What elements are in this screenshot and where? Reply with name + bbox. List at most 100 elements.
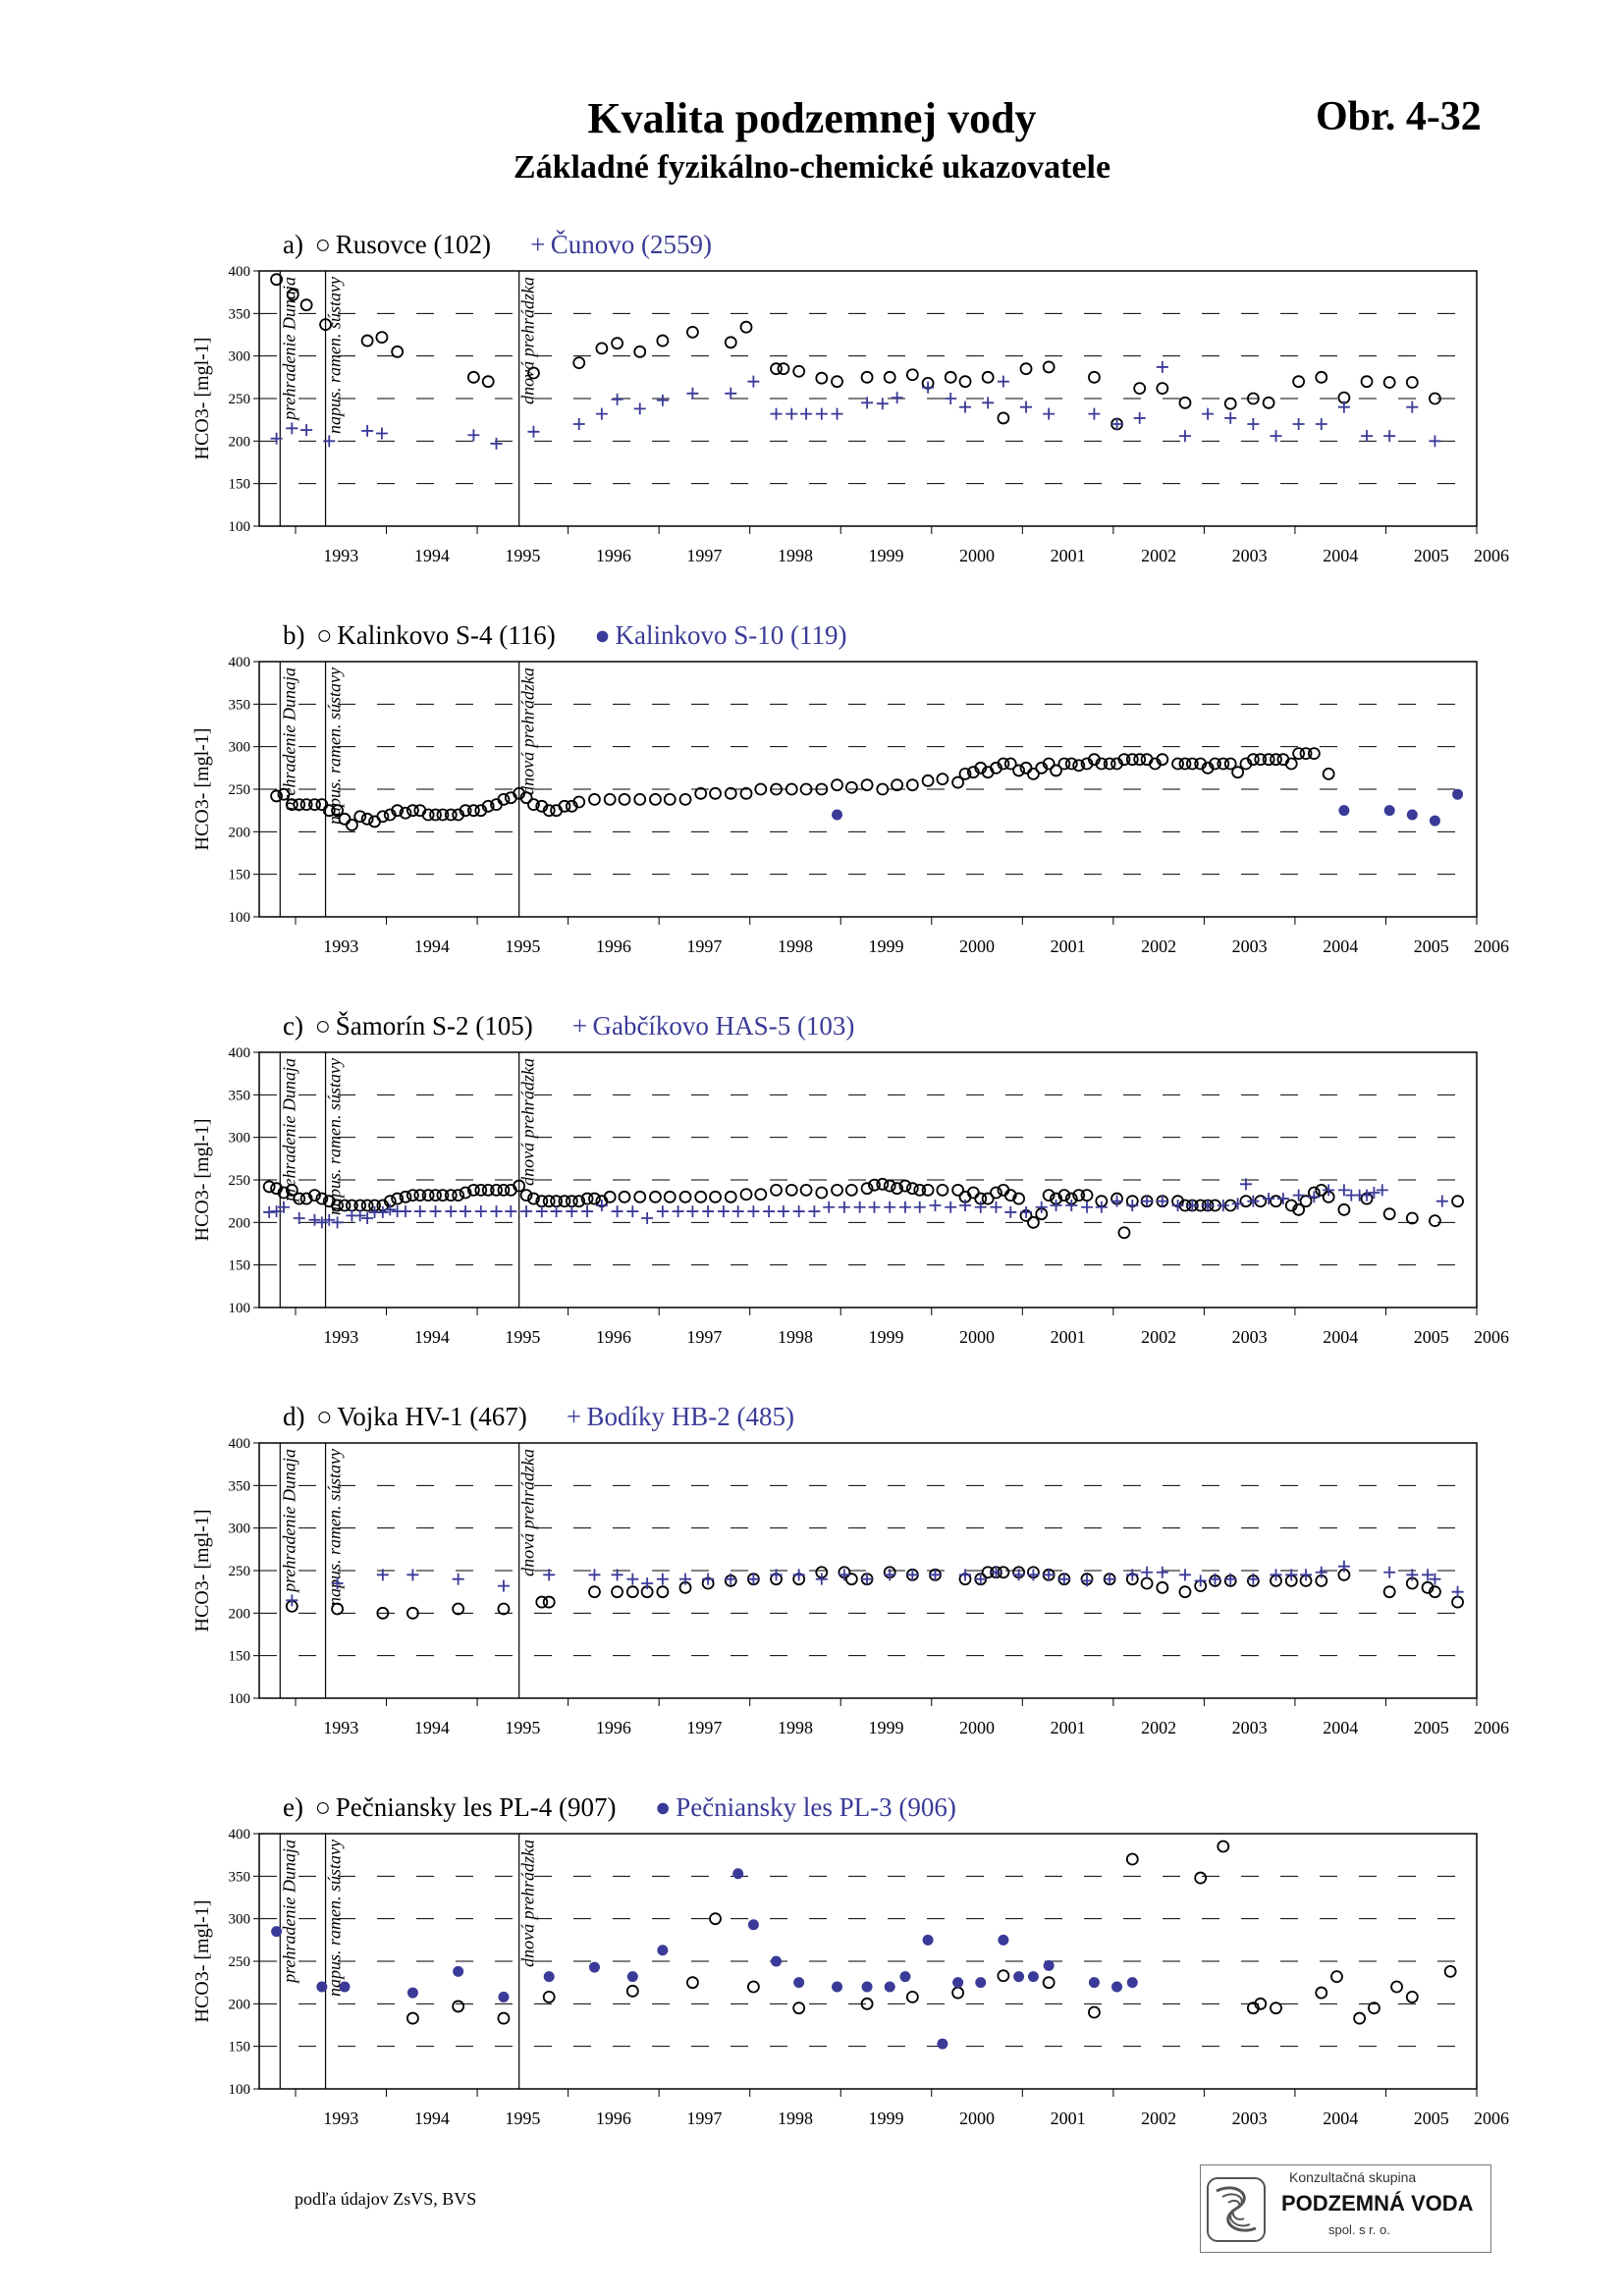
data-point bbox=[452, 1189, 465, 1202]
data-point bbox=[905, 1990, 919, 2003]
data-point bbox=[286, 1594, 298, 1607]
data-point bbox=[1452, 788, 1464, 800]
chart-legend: d) ○ Vojka HV-1 (467) + Bodíky HB-2 (485) bbox=[283, 1402, 794, 1432]
x-tick-label: 2002 bbox=[1141, 936, 1176, 956]
data-point bbox=[467, 429, 480, 442]
data-point bbox=[1429, 392, 1441, 405]
data-point bbox=[1435, 1195, 1448, 1207]
data-point bbox=[444, 1189, 458, 1202]
event-label: prehradenie Dunaja bbox=[279, 1058, 298, 1203]
data-point bbox=[1231, 766, 1245, 779]
x-tick-label: 1999 bbox=[869, 2109, 904, 2128]
data-point bbox=[1422, 1569, 1435, 1581]
data-point bbox=[725, 1573, 737, 1585]
event-label: dnová prehrádzka bbox=[518, 1840, 538, 1967]
data-point bbox=[1262, 396, 1275, 409]
x-tick-label: 2006 bbox=[1474, 1327, 1509, 1347]
data-point bbox=[990, 1186, 1002, 1200]
data-point bbox=[1171, 757, 1184, 771]
data-point bbox=[293, 1192, 306, 1205]
data-point bbox=[1239, 1178, 1252, 1191]
event-label: dnová prehrádzka bbox=[518, 277, 538, 404]
data-point bbox=[1081, 1575, 1094, 1587]
data-point bbox=[406, 1606, 419, 1620]
data-point bbox=[702, 1205, 715, 1218]
data-point bbox=[1110, 1195, 1123, 1207]
panel-label: b) bbox=[283, 620, 305, 650]
x-tick-label: 2005 bbox=[1414, 1327, 1449, 1347]
data-point bbox=[1315, 1566, 1327, 1578]
chart-panel-b: b) ○ Kalinkovo S-4 (116) ● Kalinkovo S-10 … bbox=[0, 620, 1624, 1013]
x-tick-label: 2001 bbox=[1051, 546, 1086, 565]
data-point bbox=[945, 393, 957, 404]
data-point bbox=[1315, 418, 1327, 430]
data-point bbox=[921, 774, 935, 787]
data-point bbox=[1247, 1195, 1260, 1207]
data-point bbox=[1338, 805, 1350, 817]
data-point bbox=[1133, 411, 1146, 424]
data-point bbox=[1308, 1191, 1321, 1203]
data-point bbox=[951, 775, 965, 789]
data-point bbox=[981, 1192, 995, 1205]
x-tick-label: 1999 bbox=[869, 546, 904, 565]
event-label: napus. ramen. sústavy bbox=[325, 667, 345, 825]
x-tick-label: 2003 bbox=[1232, 1718, 1268, 1737]
data-point bbox=[860, 370, 874, 384]
data-point bbox=[997, 375, 1009, 388]
x-tick-label: 2004 bbox=[1323, 936, 1358, 956]
data-point bbox=[460, 1205, 472, 1218]
data-point bbox=[1057, 757, 1071, 771]
event-label: dnová prehrádzka bbox=[518, 667, 538, 795]
data-point bbox=[1004, 1205, 1017, 1218]
data-point bbox=[1043, 1959, 1055, 1971]
data-point bbox=[1299, 1195, 1313, 1208]
data-point bbox=[611, 1585, 623, 1599]
data-point bbox=[929, 1200, 942, 1211]
data-point bbox=[384, 1203, 397, 1216]
data-point bbox=[936, 1183, 949, 1197]
data-point bbox=[831, 375, 843, 389]
data-point bbox=[832, 809, 843, 821]
data-point bbox=[558, 1195, 571, 1208]
data-point bbox=[952, 1977, 964, 1989]
data-point bbox=[1110, 418, 1123, 430]
y-tick-label: 250 bbox=[229, 392, 251, 407]
data-point bbox=[1429, 1573, 1441, 1585]
data-point bbox=[656, 394, 669, 406]
x-tick-label: 2003 bbox=[1232, 1327, 1268, 1347]
data-point bbox=[860, 1997, 874, 2010]
data-point bbox=[490, 437, 503, 450]
data-point bbox=[747, 1919, 759, 1931]
data-point bbox=[453, 1965, 464, 1977]
data-point bbox=[1406, 809, 1418, 821]
y-tick-label: 350 bbox=[229, 697, 251, 713]
data-point bbox=[490, 1205, 503, 1218]
data-point bbox=[1072, 759, 1086, 773]
data-point bbox=[413, 1189, 427, 1202]
data-point bbox=[497, 2011, 511, 2025]
x-tick-label: 2004 bbox=[1323, 2109, 1358, 2128]
y-tick-label: 200 bbox=[229, 825, 251, 840]
x-tick-label: 1999 bbox=[869, 1327, 904, 1347]
data-point bbox=[724, 336, 737, 349]
data-point bbox=[1126, 1569, 1139, 1581]
data-point bbox=[792, 2002, 806, 2015]
logo-line-1: Konzultačná skupina bbox=[1289, 2169, 1417, 2185]
y-tick-label: 100 bbox=[229, 1691, 251, 1707]
data-point bbox=[308, 1189, 321, 1202]
data-point bbox=[1223, 397, 1237, 410]
legend-series-1: Pečniansky les PL-4 (907) bbox=[335, 1792, 617, 1822]
data-point bbox=[1337, 1560, 1350, 1573]
data-point bbox=[1178, 396, 1192, 409]
data-point bbox=[1451, 1595, 1464, 1609]
data-point bbox=[436, 1189, 450, 1202]
data-point bbox=[1390, 1980, 1403, 1994]
data-point bbox=[474, 1205, 487, 1218]
y-tick-label: 400 bbox=[229, 264, 251, 280]
data-point bbox=[678, 1190, 692, 1203]
panel-label: a) bbox=[283, 230, 303, 259]
data-point bbox=[595, 342, 609, 355]
data-point bbox=[1209, 1573, 1221, 1585]
data-point bbox=[316, 1981, 328, 1993]
data-point bbox=[1368, 1187, 1380, 1199]
